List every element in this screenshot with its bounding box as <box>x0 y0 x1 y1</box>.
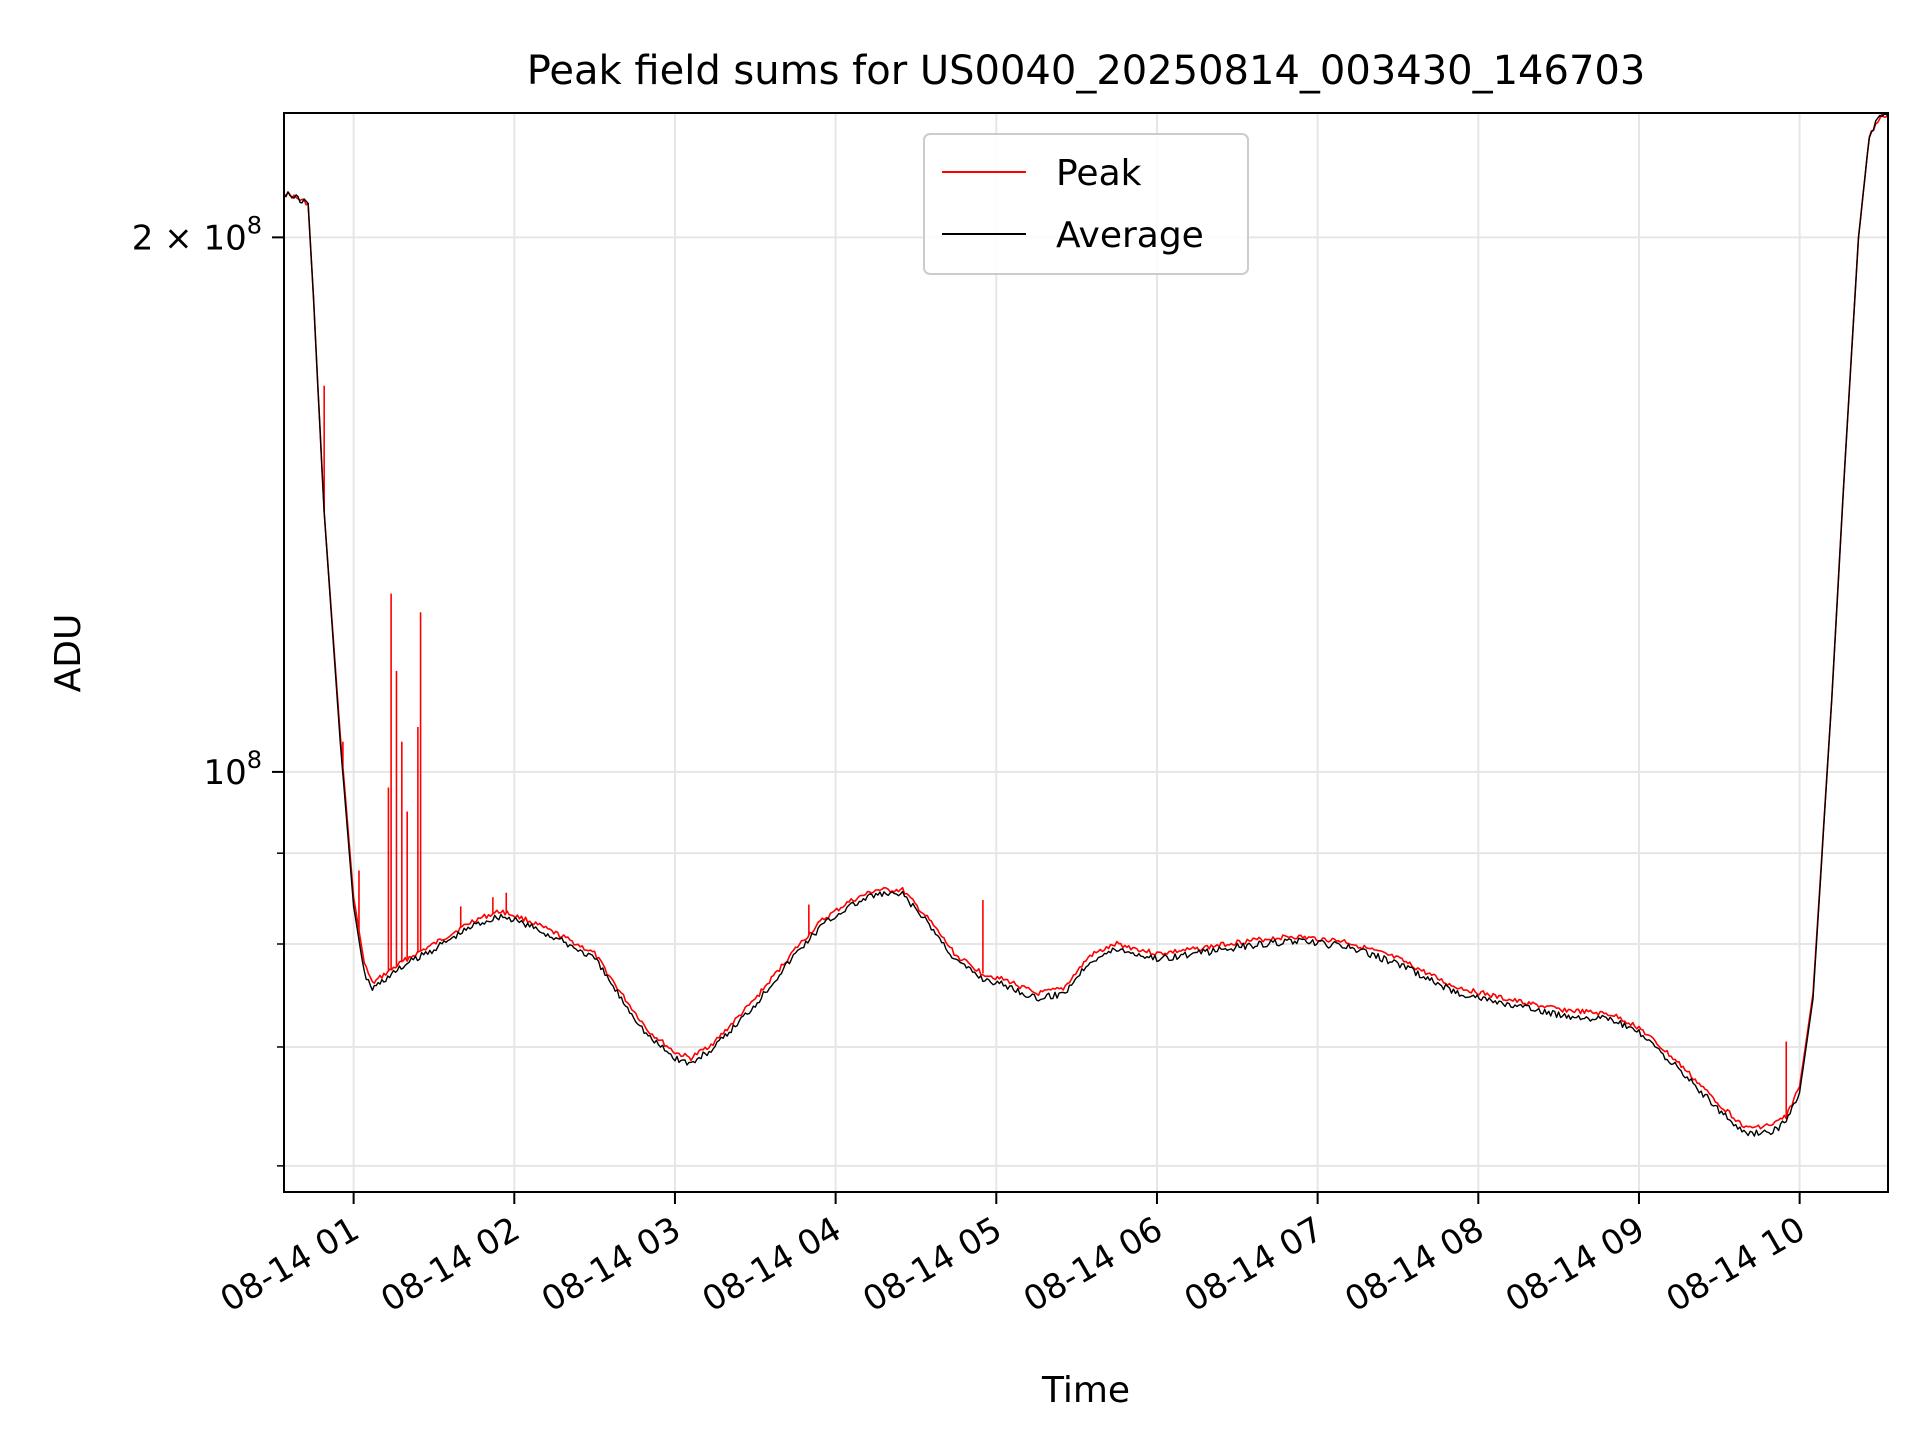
x-axis-label: Time <box>1041 1370 1130 1411</box>
axes-frame <box>283 112 1889 1193</box>
plot-area <box>284 113 1888 1137</box>
chart-title: Peak field sums for US0040_20250814_0034… <box>527 48 1646 94</box>
y-tick-label-base: 2 × 10 <box>132 218 247 258</box>
series-line-peak <box>284 113 1888 1130</box>
legend: Peak Average <box>923 133 1249 275</box>
grid <box>284 113 1888 1192</box>
y-tick-label: 108 <box>203 746 262 793</box>
series-line-average <box>284 113 1888 1137</box>
legend-label-peak: Peak <box>1056 153 1142 194</box>
legend-label-average: Average <box>1056 215 1204 256</box>
y-axis-label: ADU <box>48 614 89 693</box>
y-tick-label-exponent: 8 <box>247 211 262 239</box>
series-group <box>284 113 1888 1137</box>
y-tick-label-base: 10 <box>203 753 246 793</box>
y-tick-label-exponent: 8 <box>247 746 262 774</box>
y-tick-label: 2 × 108 <box>132 211 262 258</box>
legend-box <box>923 133 1249 275</box>
